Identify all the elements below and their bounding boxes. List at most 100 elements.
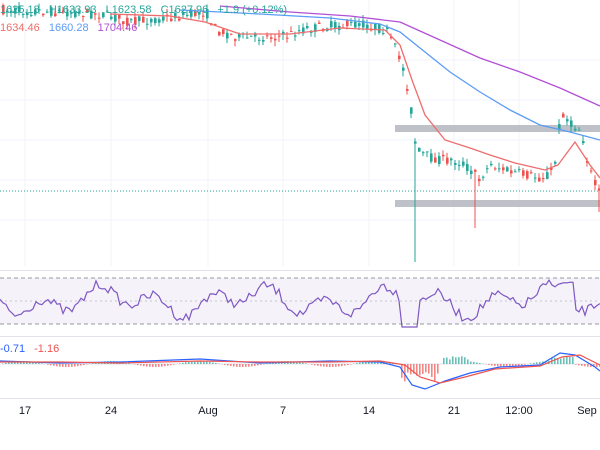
candle-body: [162, 16, 165, 21]
macd-histogram-bar: [533, 362, 535, 364]
macd-histogram-bar: [50, 364, 52, 366]
ohlc-open: 1625.18: [0, 4, 40, 16]
time-tick: 21: [447, 405, 461, 417]
candle-body: [522, 170, 525, 176]
macd-chart[interactable]: [0, 337, 600, 397]
macd-histogram-bar: [8, 362, 10, 364]
candle-body: [550, 167, 553, 170]
macd-histogram-bar: [518, 364, 520, 366]
candle-body: [198, 12, 201, 15]
macd-histogram-bar: [593, 364, 595, 367]
macd-histogram-bar: [335, 364, 337, 367]
time-axis[interactable]: 17 24 Aug 7 14 21 12:00 Sep: [0, 398, 600, 425]
candle-body: [570, 120, 573, 127]
macd-histogram-bar: [233, 364, 235, 367]
candle-body: [542, 178, 545, 180]
macd-pane[interactable]: -0.71 -1.16: [0, 336, 600, 397]
candle-body: [290, 31, 293, 33]
rsi-pane[interactable]: [0, 270, 600, 333]
macd-histogram-bar: [584, 364, 586, 367]
price-chart[interactable]: [0, 0, 600, 266]
macd-histogram-bar: [296, 361, 298, 364]
macd-histogram-bar: [341, 364, 343, 367]
candle-body: [526, 171, 529, 179]
candle-body: [98, 17, 101, 19]
macd-histogram-bar: [83, 364, 85, 366]
candle-body: [254, 33, 257, 37]
macd-histogram-bar: [449, 359, 451, 364]
candle-body: [446, 157, 449, 164]
candle-body: [510, 170, 513, 174]
candle-body: [442, 154, 445, 157]
macd-histogram-bar: [359, 362, 361, 364]
macd-histogram-bar: [239, 364, 241, 367]
candle-body: [278, 35, 281, 37]
candle-body: [514, 171, 517, 173]
macd-histogram-bar: [302, 362, 304, 364]
macd-histogram-bar: [56, 364, 58, 367]
candle-body: [314, 24, 317, 32]
macd-histogram-bar: [434, 364, 436, 382]
candle-body: [54, 13, 57, 17]
macd-histogram-bar: [362, 362, 364, 364]
macd-histogram-bar: [293, 361, 295, 364]
candle-body: [462, 161, 465, 166]
candle-body: [458, 164, 461, 166]
rsi-chart[interactable]: [0, 271, 600, 333]
candle-body: [418, 147, 421, 152]
candle-body: [94, 13, 97, 15]
macd-histogram-bar: [35, 362, 37, 364]
candle-body: [354, 21, 357, 28]
candle-body: [482, 176, 485, 178]
macd-histogram-bar: [479, 362, 481, 364]
resistance-zone: [395, 125, 600, 132]
candle-body: [558, 123, 561, 130]
macd-histogram-bar: [14, 361, 16, 364]
candle-body: [78, 11, 81, 14]
ohlc-high: H1633.93: [48, 4, 97, 16]
ohlc-low: L1623.58: [105, 4, 152, 16]
candle-body: [90, 10, 93, 19]
candle-body: [274, 38, 277, 41]
candle-body: [146, 23, 149, 25]
macd-histogram-bar: [500, 364, 502, 367]
candle-body: [114, 15, 117, 22]
candle-body: [6, 10, 9, 13]
candle-body: [298, 30, 301, 32]
macd-histogram-bar: [245, 364, 247, 367]
candle-body: [18, 6, 21, 13]
macd-histogram-bar: [431, 364, 433, 378]
macd-histogram-bar: [182, 362, 184, 364]
macd-histogram-bar: [185, 362, 187, 364]
candle-body: [106, 10, 109, 12]
candle-body: [546, 172, 549, 179]
macd-histogram-bar: [188, 361, 190, 364]
candle-body: [494, 168, 497, 170]
candle-body: [302, 27, 305, 34]
candle-body: [466, 163, 469, 171]
time-tick: 24: [104, 405, 118, 417]
macd-histogram-bar: [578, 364, 580, 366]
macd-histogram-bar: [416, 364, 418, 376]
macd-histogram-bar: [329, 364, 331, 367]
candle-body: [26, 12, 29, 16]
macd-legend: -0.71 -1.16: [0, 343, 65, 356]
candle-body: [426, 151, 429, 153]
candle-body: [2, 5, 5, 15]
macd-histogram-bar: [587, 364, 589, 367]
candle-body: [50, 7, 53, 16]
time-tick: Sep: [577, 405, 597, 417]
macd-histogram-bar: [167, 364, 169, 366]
time-tick: 17: [18, 405, 32, 417]
macd-histogram-bar: [596, 364, 598, 367]
candle-body: [194, 10, 197, 16]
price-chart-pane[interactable]: 1625.18 H1633.93 L1623.58 C1627.96 +1.9 …: [0, 0, 600, 266]
candle-body: [262, 40, 265, 42]
macd-signal-line: [0, 354, 600, 384]
ohlc-change: +1.9 (+0.12%): [217, 4, 288, 16]
macd-histogram-bar: [428, 364, 430, 374]
candle-body: [434, 157, 437, 163]
macd-histogram-bar: [260, 364, 262, 365]
macd-histogram-bar: [53, 364, 55, 366]
candle-body: [214, 24, 217, 26]
